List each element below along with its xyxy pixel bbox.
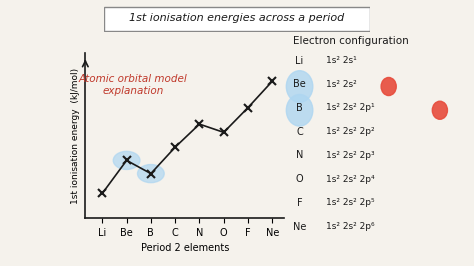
Text: N: N [296,151,303,160]
Text: C: C [296,127,303,137]
Text: 1s² 2s²: 1s² 2s² [326,80,357,89]
Text: Ne: Ne [293,222,306,232]
Circle shape [113,151,140,169]
Text: 1s² 2s² 2p³: 1s² 2s² 2p³ [326,151,375,160]
FancyBboxPatch shape [104,7,370,31]
Text: Li: Li [295,56,304,65]
Text: Electron configuration: Electron configuration [293,36,409,46]
Text: 1s² 2s² 2p⁵: 1s² 2s² 2p⁵ [326,198,375,207]
Circle shape [286,71,313,102]
Text: 1s² 2s² 2p⁴: 1s² 2s² 2p⁴ [326,175,375,184]
Circle shape [381,77,396,95]
Text: O: O [296,174,303,184]
Text: F: F [297,198,302,208]
Circle shape [137,164,164,183]
Text: 1s² 2s² 2p¹: 1s² 2s² 2p¹ [326,103,375,113]
Text: 1s² 2s¹: 1s² 2s¹ [326,56,357,65]
X-axis label: Period 2 elements: Period 2 elements [141,243,229,253]
Text: 1s² 2s² 2p⁶: 1s² 2s² 2p⁶ [326,222,375,231]
Text: B: B [296,103,303,113]
Y-axis label: 1st ionisation energy  (kJ/mol): 1st ionisation energy (kJ/mol) [71,68,80,204]
Text: Atomic orbital model
explanation: Atomic orbital model explanation [78,74,187,96]
Text: 1st ionisation energies across a period: 1st ionisation energies across a period [129,13,345,23]
Text: Be: Be [293,79,306,89]
Circle shape [432,101,447,119]
Circle shape [286,94,313,126]
Text: 1s² 2s² 2p²: 1s² 2s² 2p² [326,127,375,136]
